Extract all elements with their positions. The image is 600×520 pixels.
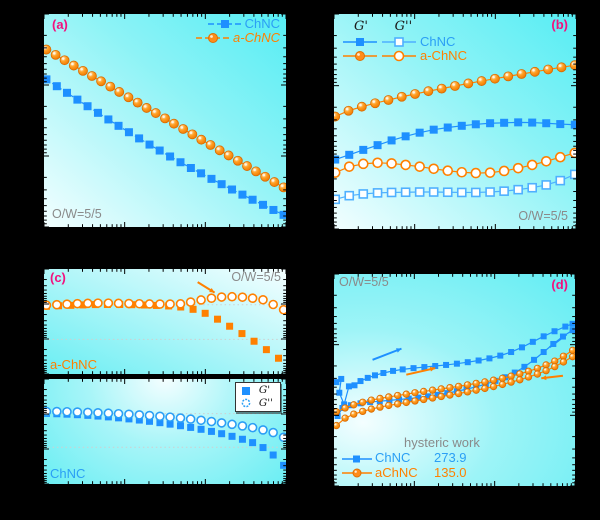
legend-row-g-double-prime: G'' xyxy=(241,396,273,410)
panel-d-condition: O/W=5/5 xyxy=(339,275,389,289)
legend-label-chnc: ChNC xyxy=(244,16,280,31)
legend-row-achnc: a-ChNC xyxy=(196,30,280,46)
achnc-series-label: a-ChNC xyxy=(50,356,97,372)
blue-open-square-line-icon xyxy=(382,36,416,47)
legend-row-chnc: ChNC xyxy=(342,33,467,49)
blue-open-circle-icon xyxy=(241,398,251,408)
panel-b-tag: (b) xyxy=(551,17,568,32)
legend-label-chnc: ChNC xyxy=(420,33,456,49)
panel-a-tag: (a) xyxy=(52,17,68,32)
blue-filled-square-line-icon xyxy=(343,37,377,46)
panel-c-condition: O/W=5/5 xyxy=(231,270,281,284)
panel-a-legend: ChNC a-ChNC xyxy=(196,16,280,46)
hysteric-work-value-chnc: 273.9 xyxy=(434,450,467,466)
panel-b-condition: O/W=5/5 xyxy=(518,209,568,224)
blue-filled-square-icon xyxy=(241,386,250,395)
legend-label-achnc: aChNC xyxy=(375,464,418,480)
hysteric-work-title: hysteric work xyxy=(404,435,480,451)
orange-ball-line-icon xyxy=(342,468,372,478)
orange-open-circle-line-icon xyxy=(382,50,416,62)
legend-row-chnc: ChNC xyxy=(196,16,280,31)
panel-c-bottom-subplot: G' G'' ChNC xyxy=(43,378,287,485)
legend-header-row: G' G'' xyxy=(342,17,467,35)
blue-filled-square-line-icon xyxy=(207,20,242,29)
legend-label-achnc: a-ChNC xyxy=(420,47,467,63)
orange-ball-line-icon xyxy=(196,33,231,44)
panel-b-legend: G' G'' ChNC a xyxy=(342,17,467,63)
legend-label-g-double-prime: G'' xyxy=(258,396,273,409)
panel-c-bottom-plot xyxy=(44,379,286,484)
panel-d-plot xyxy=(334,274,575,486)
panel-c-top-subplot: (c) O/W=5/5 a-ChNC xyxy=(43,268,287,375)
g-prime-header: G' xyxy=(354,19,368,34)
panel-b-plot xyxy=(334,14,576,229)
g-double-prime-header: G'' xyxy=(394,19,413,34)
panel-a-plot xyxy=(44,14,286,227)
legend-row-g-prime: G' xyxy=(241,384,273,397)
panel-d-legend: hysteric work ChNC 273.9 aChNC 135.0 xyxy=(342,435,480,480)
panel-d-tag: (d) xyxy=(551,277,568,292)
chnc-series-label: ChNC xyxy=(50,465,86,481)
panel-c-top-plot xyxy=(44,269,286,374)
orange-ball-line-icon xyxy=(343,51,377,62)
panel-c-legend: G' G'' xyxy=(234,382,281,413)
legend-label-chnc: ChNC xyxy=(375,450,411,466)
panel-c-tag: (c) xyxy=(50,270,66,285)
legend-label-achnc: a-ChNC xyxy=(233,30,280,46)
blue-filled-square-line-icon xyxy=(342,455,372,463)
panel-a-condition: O/W=5/5 xyxy=(52,207,102,222)
panel-b: (b) G' G'' ChNC xyxy=(333,13,577,230)
panel-d: O/W=5/5 (d) hysteric work ChNC 273.9 aCh… xyxy=(333,273,576,487)
hysteric-work-value-achnc: 135.0 xyxy=(434,464,467,480)
legend-row-chnc: ChNC 273.9 xyxy=(342,451,480,465)
legend-row-achnc: a-ChNC xyxy=(342,47,467,63)
legend-row-achnc: aChNC 135.0 xyxy=(342,464,480,480)
panel-a: (a) ChNC a-ChNC O/W=5/5 xyxy=(43,13,287,228)
legend-label-g-prime: G' xyxy=(258,384,271,396)
